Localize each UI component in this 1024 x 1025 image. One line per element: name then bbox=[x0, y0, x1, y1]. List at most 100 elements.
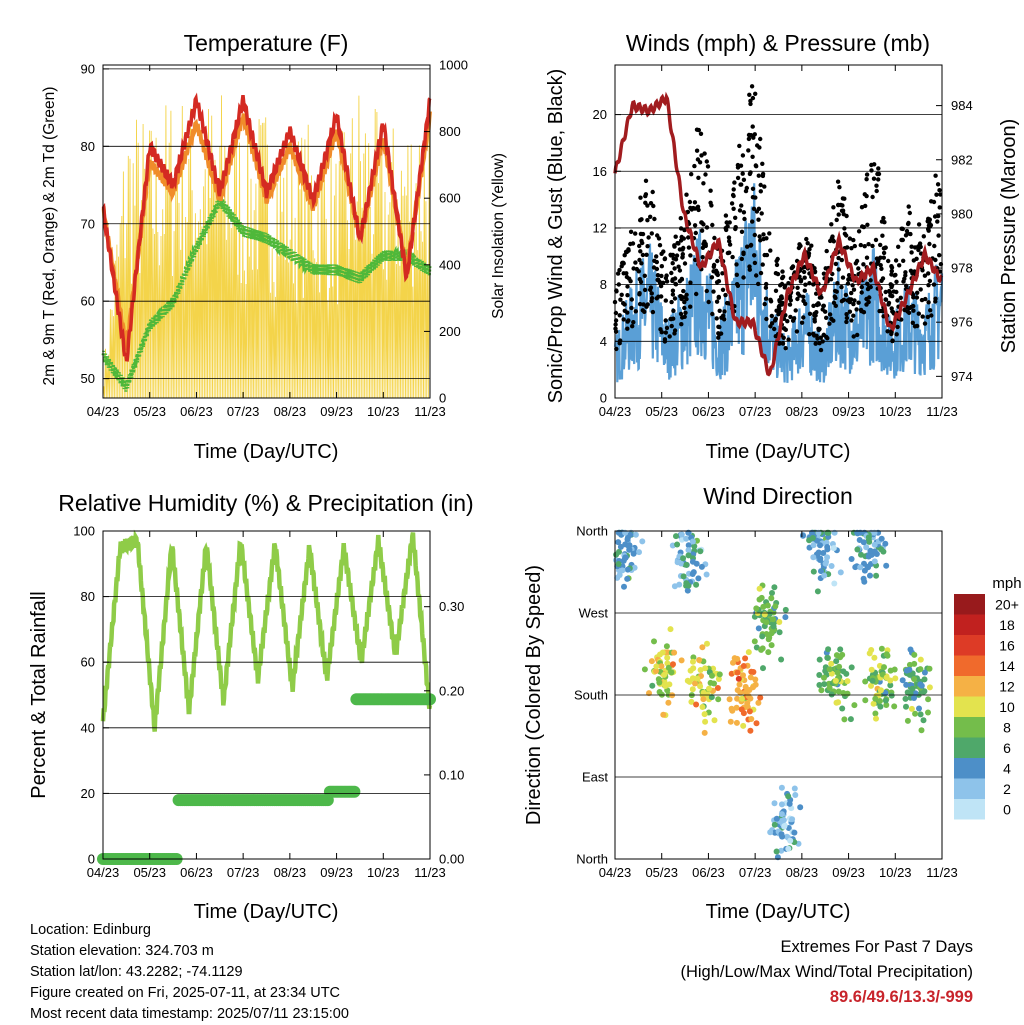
direction-point bbox=[816, 656, 823, 663]
direction-point bbox=[693, 581, 700, 588]
gust-point bbox=[812, 319, 817, 324]
humidity-ytick-label: 40 bbox=[81, 720, 95, 735]
direction-point bbox=[869, 677, 876, 684]
gust-point bbox=[881, 255, 886, 260]
gust-point bbox=[850, 283, 855, 288]
gust-point bbox=[821, 303, 826, 309]
gust-point bbox=[798, 279, 804, 284]
gust-point bbox=[880, 276, 886, 281]
direction-ytick-label: East bbox=[582, 770, 608, 785]
gust-point bbox=[840, 196, 846, 201]
gust-point bbox=[856, 300, 861, 305]
gust-point bbox=[629, 305, 634, 311]
direction-point bbox=[697, 667, 704, 673]
direction-point bbox=[648, 658, 655, 665]
direction-point bbox=[678, 531, 685, 538]
gust-point bbox=[794, 329, 800, 334]
gust-point bbox=[684, 292, 689, 297]
gust-point bbox=[687, 199, 693, 205]
gust-point bbox=[911, 295, 916, 300]
speed-legend-label: 0 bbox=[1003, 801, 1011, 817]
gust-point bbox=[869, 168, 874, 173]
direction-point bbox=[753, 720, 760, 727]
direction-point bbox=[734, 687, 741, 694]
direction-point bbox=[781, 823, 788, 830]
gust-point bbox=[675, 240, 680, 246]
gust-point bbox=[876, 171, 882, 177]
gust-point bbox=[767, 231, 772, 236]
gust-point bbox=[643, 193, 648, 199]
direction-point bbox=[639, 538, 646, 545]
direction-point bbox=[918, 727, 925, 734]
gust-point bbox=[750, 124, 755, 129]
humidity-xtick-label: 07/23 bbox=[227, 865, 260, 880]
winds-xtick-label: 04/23 bbox=[599, 404, 632, 419]
direction-point bbox=[747, 674, 754, 681]
direction-point bbox=[800, 532, 806, 539]
direction-point bbox=[814, 588, 821, 595]
direction-point bbox=[756, 585, 763, 592]
temperature-xtick-label: 07/23 bbox=[227, 404, 260, 419]
figure-created: Figure created on Fri, 2025-07-11, at 23… bbox=[30, 985, 341, 1001]
gust-point bbox=[932, 214, 938, 219]
gust-point bbox=[915, 290, 920, 295]
gust-point bbox=[649, 231, 654, 236]
direction-point bbox=[690, 654, 697, 661]
gust-point bbox=[898, 295, 903, 300]
extremes-subheading: (High/Low/Max Wind/Total Precipitation) bbox=[680, 963, 973, 981]
gust-point bbox=[773, 334, 778, 339]
gust-point bbox=[817, 326, 822, 332]
direction-point bbox=[871, 548, 878, 555]
gust-point bbox=[780, 274, 786, 279]
temperature-ytick-label: 80 bbox=[81, 139, 95, 154]
gust-point bbox=[706, 299, 711, 305]
direction-point bbox=[888, 692, 895, 699]
direction-point bbox=[785, 793, 792, 800]
gust-point bbox=[722, 309, 727, 314]
direction-point bbox=[657, 651, 663, 658]
gust-point bbox=[640, 308, 645, 313]
winds-axes: 0 4 8 12 16 20 974 976 978 980 982 984 04/23 05/23 06/… bbox=[593, 65, 973, 419]
winds-xtick-label: 05/23 bbox=[645, 404, 678, 419]
winds-ytick-label: 0 bbox=[600, 391, 607, 406]
gust-point bbox=[907, 305, 912, 311]
gust-point bbox=[842, 226, 847, 231]
gust-point bbox=[839, 284, 844, 290]
gust-point bbox=[759, 211, 764, 216]
gust-point bbox=[920, 314, 925, 319]
gust-point bbox=[785, 319, 790, 324]
gust-point bbox=[916, 222, 922, 227]
gust-point bbox=[900, 226, 905, 232]
gust-point bbox=[807, 247, 812, 252]
direction-point bbox=[883, 674, 890, 681]
direction-point bbox=[761, 611, 768, 618]
direction-point bbox=[810, 554, 817, 561]
direction-point bbox=[810, 568, 817, 575]
temperature-xtick-label: 11/23 bbox=[414, 404, 446, 419]
gust-point bbox=[824, 315, 829, 320]
direction-point bbox=[899, 677, 906, 684]
gust-point bbox=[645, 244, 650, 249]
direction-point bbox=[660, 711, 667, 718]
gust-point bbox=[747, 92, 752, 98]
direction-point bbox=[752, 676, 759, 683]
direction-point bbox=[702, 718, 709, 725]
gust-point bbox=[758, 136, 763, 142]
direction-point bbox=[624, 566, 631, 573]
direction-point bbox=[728, 705, 735, 712]
gust-point bbox=[748, 101, 753, 107]
gust-point bbox=[655, 233, 660, 238]
gust-point bbox=[852, 243, 857, 249]
gust-point bbox=[758, 238, 763, 243]
gust-point bbox=[637, 277, 642, 282]
gust-point bbox=[903, 273, 908, 278]
direction-point bbox=[887, 667, 894, 674]
gust-point bbox=[694, 148, 700, 153]
gust-point bbox=[744, 185, 749, 191]
gust-point bbox=[865, 286, 871, 292]
gust-point bbox=[783, 283, 788, 288]
temperature-ytick-label-right: 200 bbox=[439, 324, 461, 339]
winds-xtick-label: 06/23 bbox=[692, 404, 725, 419]
gust-point bbox=[678, 311, 684, 317]
gust-point bbox=[922, 273, 928, 278]
